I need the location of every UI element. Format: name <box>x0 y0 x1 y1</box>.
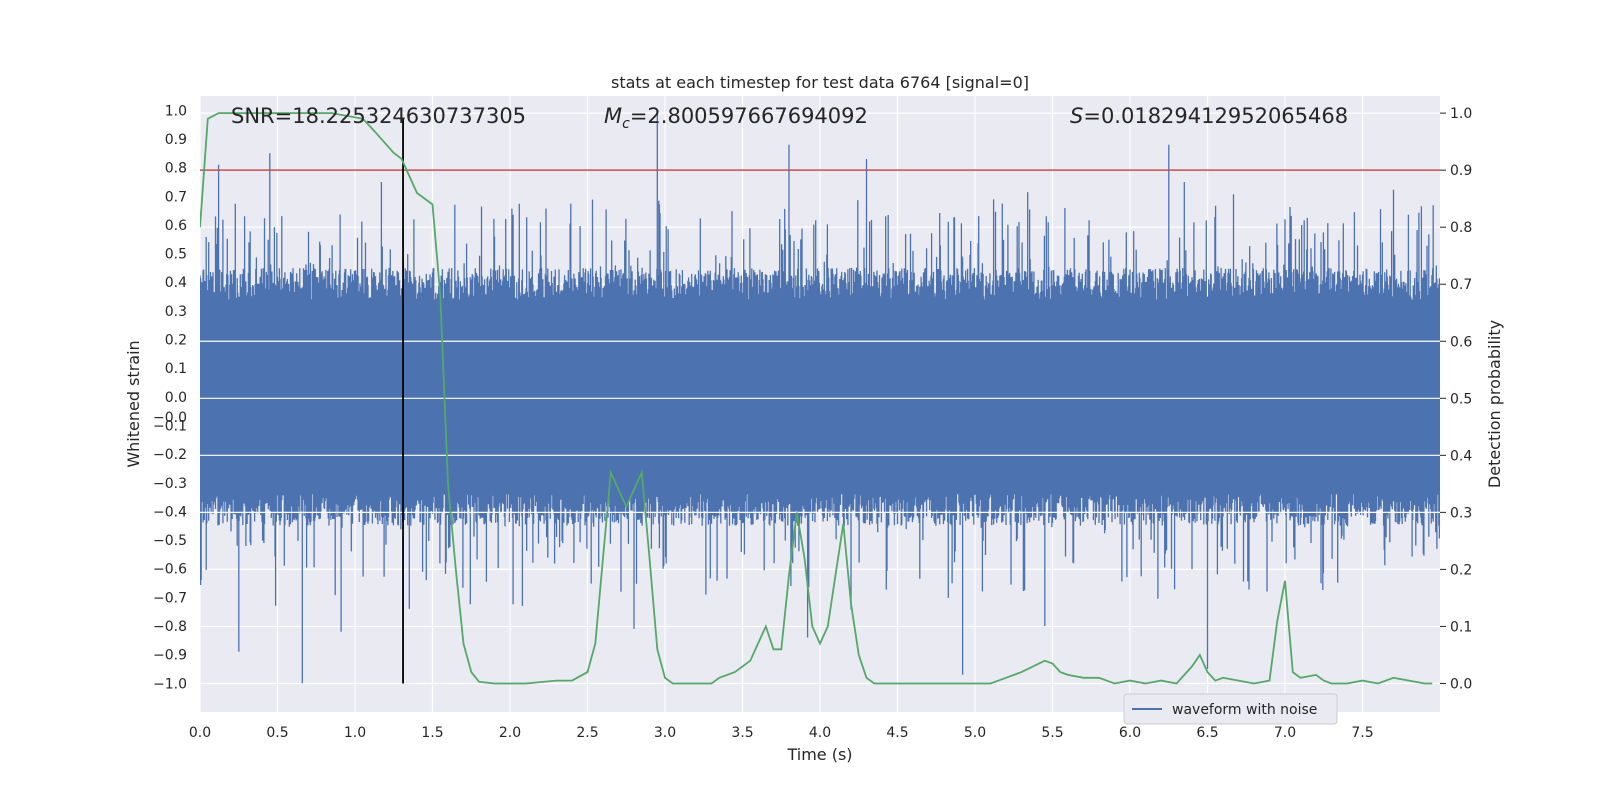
x-tick-label: 4.0 <box>809 725 831 741</box>
y-left-tick-label: −0.5 <box>153 533 187 549</box>
y-right-tick-label: 1.0 <box>1450 106 1472 122</box>
x-tick-label: 0.0 <box>189 725 211 741</box>
y-left-tick-label: 0.0 <box>165 390 187 406</box>
x-tick-label: 0.5 <box>266 725 288 741</box>
y-left-tick-label: −0.7 <box>153 590 187 606</box>
overlay-layer <box>200 112 1440 685</box>
y-axis-label-right: Detection probability <box>1485 320 1504 488</box>
y-left-tick-label: 0.6 <box>165 218 187 234</box>
y-left-tick-label: 0.5 <box>165 247 187 263</box>
x-tick-label: 3.5 <box>731 725 753 741</box>
chart-title: stats at each timestep for test data 676… <box>611 73 1029 92</box>
y-left-tick-label: −0.9 <box>153 648 187 664</box>
y-left-tick-label: −0.4 <box>153 504 187 520</box>
y-left-tick-label: −0.6 <box>153 562 187 578</box>
legend-box <box>1123 693 1338 725</box>
x-tick-label: 6.0 <box>1119 725 1141 741</box>
y-right-tick-label: 0.5 <box>1450 391 1472 407</box>
y-left-tick-label: −0.1 <box>153 418 187 434</box>
x-tick-label: 4.5 <box>886 725 908 741</box>
x-tick-label: 1.5 <box>421 725 443 741</box>
y-left-tick-label: 0.7 <box>165 189 187 205</box>
x-tick-label: 2.5 <box>576 725 598 741</box>
x-tick-label: 7.5 <box>1351 725 1373 741</box>
y-left-tick-label: 0.8 <box>165 161 187 177</box>
chirp-mass-value: =2.800597667694092 <box>630 104 868 128</box>
y-right-tick-label: 0.7 <box>1450 277 1472 293</box>
snr-annotation: SNR=18.225324630737305 <box>231 104 526 128</box>
x-tick-label: 6.5 <box>1196 725 1218 741</box>
x-axis-label: Time (s) <box>786 745 852 764</box>
y-left-tick-label: −0.0 <box>153 410 187 426</box>
y-left-tick-label: 0.3 <box>165 304 187 320</box>
legend: waveform with noise <box>1123 693 1338 725</box>
y-left-tick-label: −0.3 <box>153 476 187 492</box>
x-tick-label: 5.5 <box>1041 725 1063 741</box>
x-tick-label: 5.0 <box>964 725 986 741</box>
strain-core-band <box>200 299 1440 495</box>
y-left-tick-label: −0.2 <box>153 447 187 463</box>
y-left-tick-label: 1.0 <box>165 103 187 119</box>
strain-layer <box>200 113 1440 684</box>
y-right-tick-label: 0.0 <box>1450 676 1472 692</box>
y-left-tick-label: −1.0 <box>153 676 187 692</box>
legend-label: waveform with noise <box>1172 702 1317 718</box>
y-right-tick-label: 0.8 <box>1450 220 1472 236</box>
y-right-tick-label: 0.1 <box>1450 619 1472 635</box>
y-right-tick-label: 0.6 <box>1450 334 1472 350</box>
x-tick-label: 2.0 <box>499 725 521 741</box>
probability-series <box>200 112 1433 685</box>
x-tick-label: 3.0 <box>654 725 676 741</box>
y-right-tick-label: 0.3 <box>1450 505 1472 521</box>
x-tick-label: 7.0 <box>1274 725 1296 741</box>
s-value: =0.01829412952065468 <box>1083 104 1348 128</box>
x-tick-label: 1.0 <box>344 725 366 741</box>
y-right-tick-label: 0.9 <box>1450 163 1472 179</box>
y-axis-label-left: Whitened strain <box>124 340 143 467</box>
y-left-tick-label: 0.2 <box>165 333 187 349</box>
ticks-layer: 0.0 0.5 1.0 1.5 2.0 2.5 3.0 3.5 4.0 4.5 5.0 5.5 6.0 6… <box>153 103 1472 741</box>
chirp-mass-annotation: Mc=2.800597667694092 <box>604 104 868 132</box>
y-left-tick-label: 0.1 <box>165 361 187 377</box>
y-right-tick-label: 0.4 <box>1450 448 1472 464</box>
y-left-tick-label: −0.8 <box>153 619 187 635</box>
y-left-tick-label: 0.4 <box>165 275 187 291</box>
s-annotation: S=0.01829412952065468 <box>1070 104 1348 128</box>
y-left-tick-label: 0.9 <box>165 132 187 148</box>
y-right-tick-label: 0.2 <box>1450 562 1472 578</box>
